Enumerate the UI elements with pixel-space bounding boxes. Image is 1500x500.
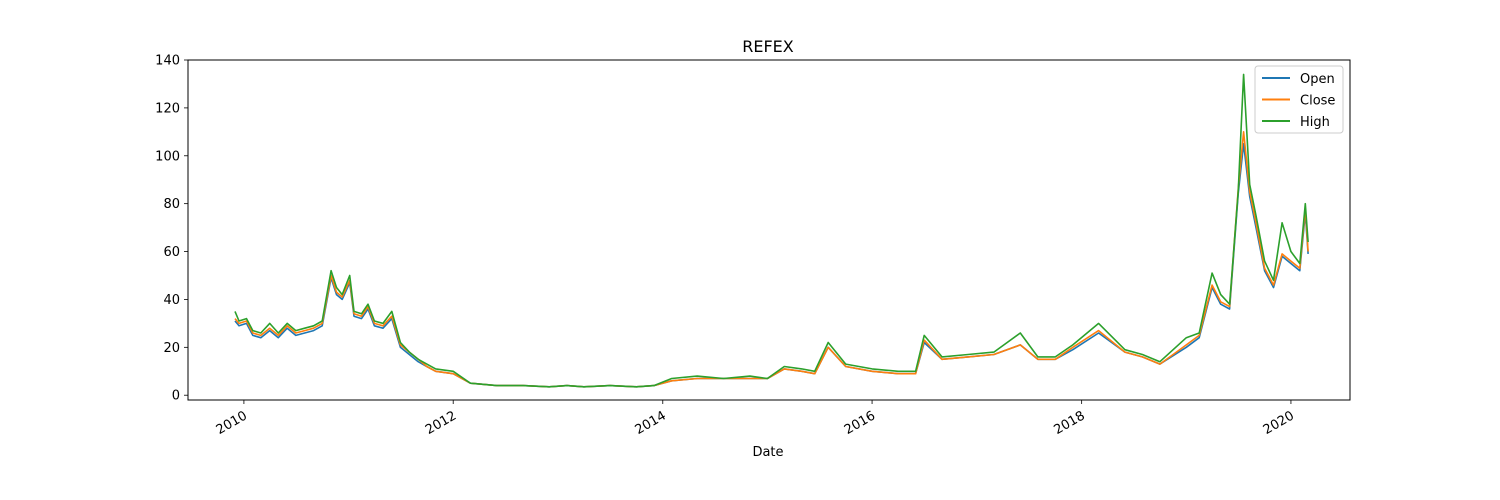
legend-entries: Open Close High — [1262, 72, 1335, 130]
legend-label-open: Open — [1300, 72, 1335, 87]
series-line-close — [234, 131, 1309, 388]
y-tick-label: 0 — [172, 389, 180, 404]
legend-box — [1254, 65, 1344, 134]
y-tick-label: 20 — [163, 341, 180, 356]
series-layer — [234, 73, 1309, 388]
y-tick-label: 80 — [163, 197, 180, 212]
y-tick-label: 140 — [155, 54, 180, 69]
y-tick-label: 120 — [155, 101, 180, 116]
chart-title: REFEX — [742, 37, 794, 56]
legend-label-close: Close — [1300, 94, 1335, 109]
series-line-high — [234, 73, 1309, 388]
y-axis: 0 20 40 60 80 100 120 140 — [155, 54, 188, 404]
x-axis-label: Date — [752, 445, 783, 460]
legend: Open Close High — [1254, 65, 1344, 134]
y-tick-label: 100 — [155, 149, 180, 164]
legend-label-high: High — [1300, 115, 1330, 130]
plot-frame — [187, 59, 1351, 401]
y-tick-label: 40 — [163, 293, 180, 308]
y-tick-label: 60 — [163, 245, 180, 260]
